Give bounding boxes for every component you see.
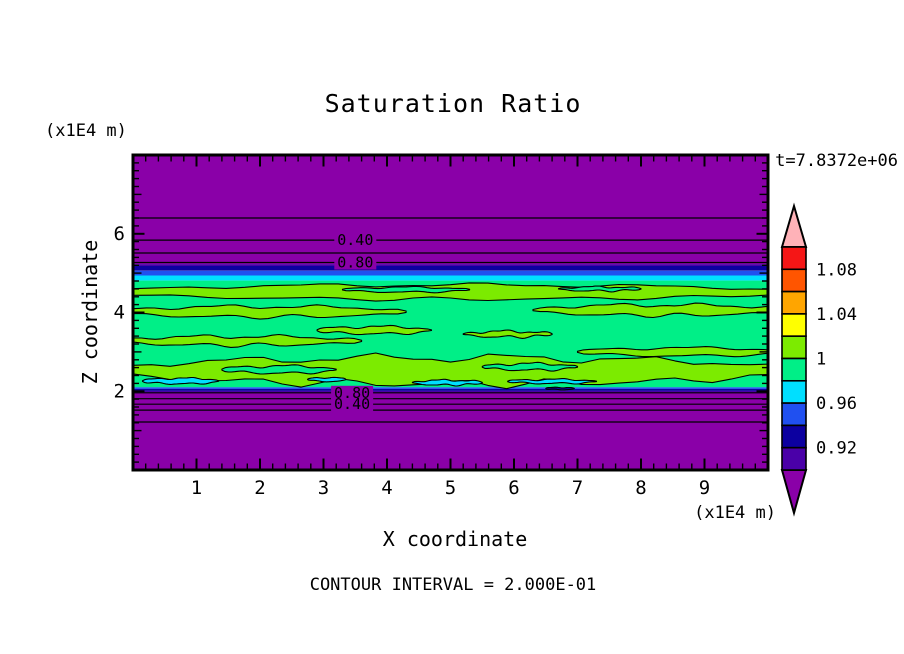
contour-interval-annotation: CONTOUR INTERVAL = 2.000E-01 [310, 575, 597, 595]
contour-field: 0.400.800.800.40 [133, 155, 768, 470]
svg-text:0.40: 0.40 [334, 395, 370, 413]
svg-text:1.04: 1.04 [816, 305, 857, 325]
colorbar: 1.08 1.04 1 0.96 0.92 [780, 202, 857, 517]
svg-text:4: 4 [381, 477, 392, 499]
svg-text:0.96: 0.96 [816, 394, 857, 414]
x-axis-unit-label: (x1E4 m) [694, 503, 776, 523]
svg-text:8: 8 [635, 477, 646, 499]
y-axis-title: Z coordinate [78, 240, 102, 385]
x-axis-title: X coordinate [383, 527, 528, 551]
svg-text:0.40: 0.40 [337, 231, 373, 249]
svg-text:2: 2 [114, 380, 125, 402]
axes-frame [131, 153, 770, 472]
svg-text:9: 9 [699, 477, 710, 499]
svg-text:6: 6 [508, 477, 519, 499]
contour-patches [133, 282, 768, 391]
svg-text:2: 2 [254, 477, 265, 499]
svg-text:0.80: 0.80 [334, 384, 370, 402]
svg-text:0.92: 0.92 [816, 439, 857, 459]
time-annotation: t=7.8372e+06 [775, 151, 898, 171]
contour-lines [133, 217, 768, 423]
svg-text:1: 1 [816, 350, 826, 370]
svg-text:3: 3 [318, 477, 329, 499]
plot-layers: 0.400.800.800.401 2 3 4 5 6 7 8 92461.081.0410.9… [114, 153, 857, 517]
y-axis-unit-label: (x1E4 m) [45, 121, 127, 141]
svg-text:1: 1 [191, 477, 202, 499]
svg-text:1.08: 1.08 [816, 260, 857, 280]
svg-text:4: 4 [114, 302, 125, 324]
tick-labels: 1 2 3 4 5 6 7 8 9 2 4 6 [114, 223, 711, 499]
chart-title: Saturation Ratio [325, 89, 582, 118]
svg-text:7: 7 [572, 477, 583, 499]
svg-text:5: 5 [445, 477, 456, 499]
svg-text:0.80: 0.80 [337, 254, 373, 272]
svg-text:6: 6 [114, 223, 125, 245]
contour-labels: 0.400.800.800.40 [331, 231, 377, 413]
